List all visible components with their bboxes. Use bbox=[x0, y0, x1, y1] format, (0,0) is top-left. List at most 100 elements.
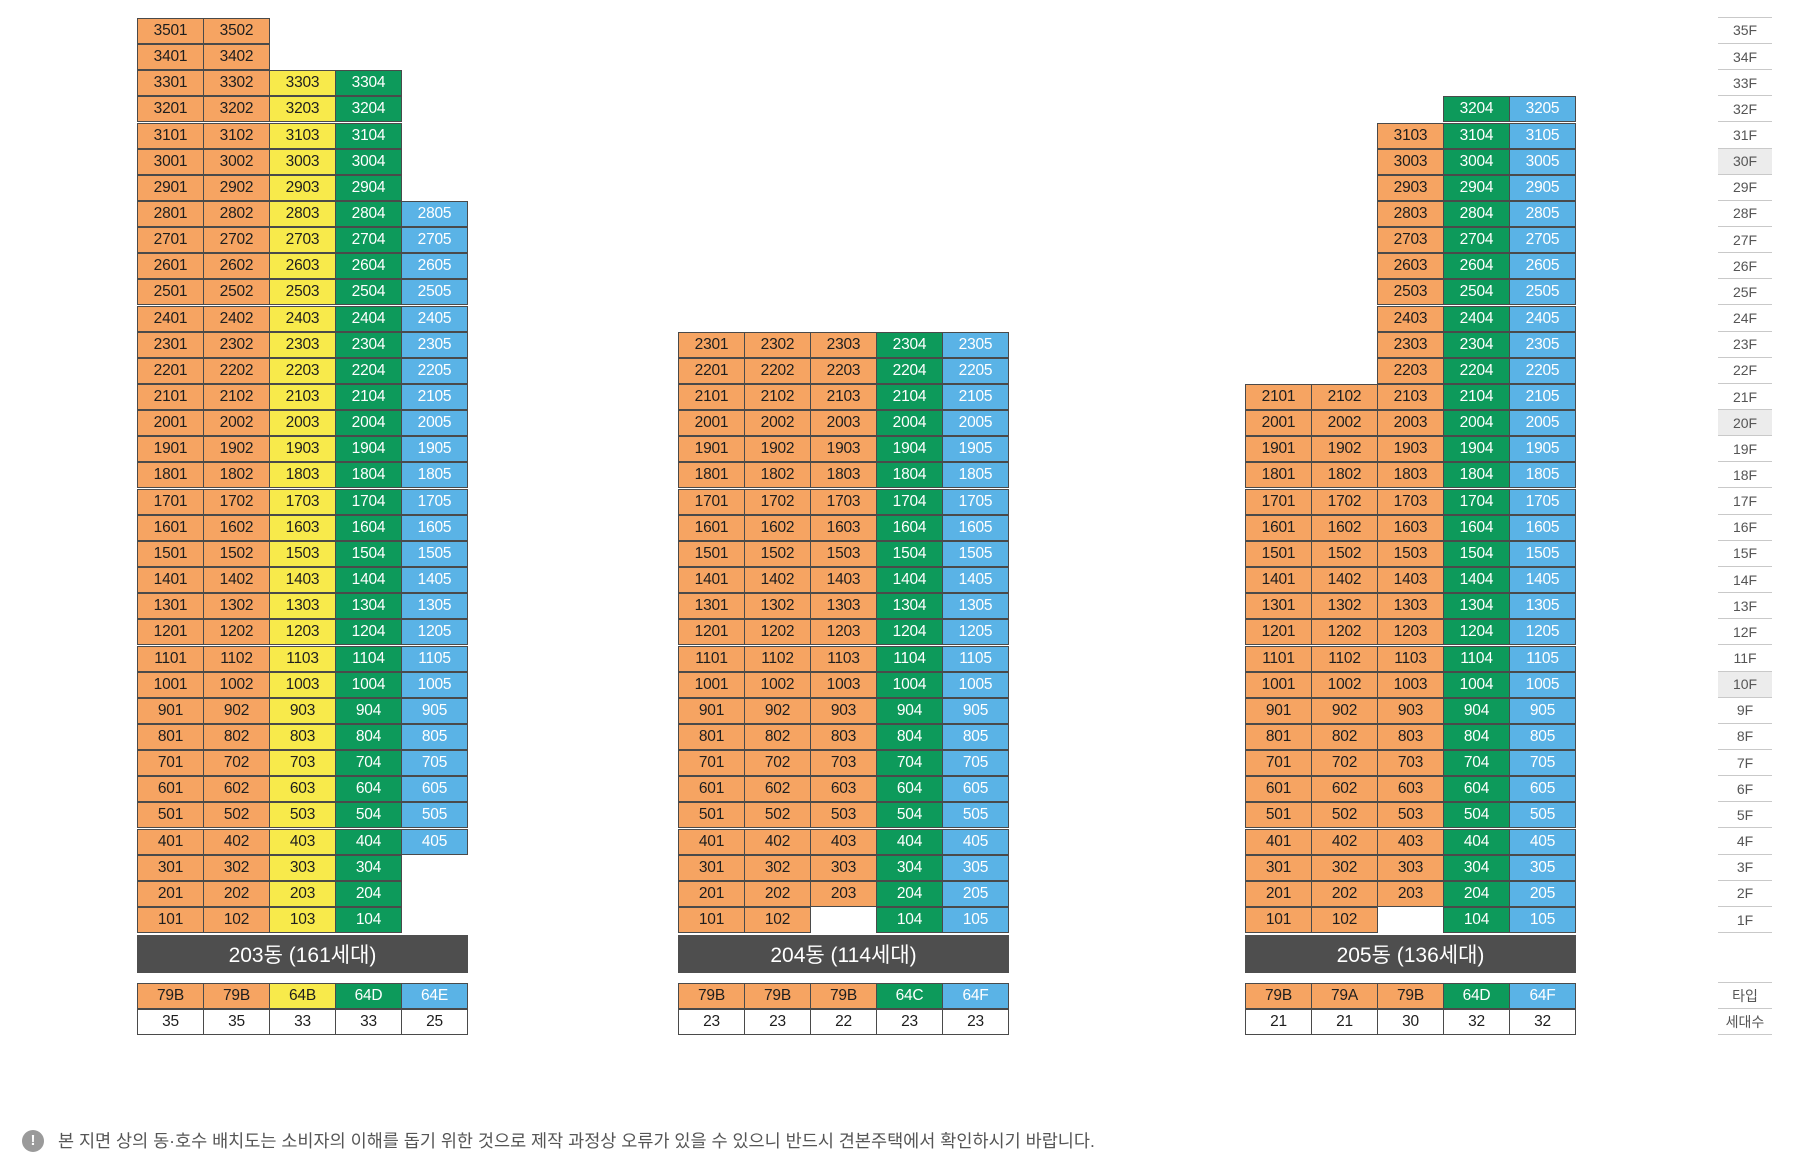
household-count-cell: 21 bbox=[1311, 1009, 1378, 1035]
unit-cell: 2102 bbox=[203, 384, 270, 410]
unit-cell: 2001 bbox=[1245, 410, 1312, 437]
floor-divider bbox=[1718, 592, 1772, 594]
unit-cell: 502 bbox=[203, 802, 270, 829]
unit-cell: 1901 bbox=[1245, 436, 1312, 463]
unit-cell: 1805 bbox=[942, 462, 1009, 489]
unit-cell: 403 bbox=[1377, 828, 1444, 855]
unit-cell: 1303 bbox=[1377, 593, 1444, 620]
unit-cell: 1005 bbox=[942, 671, 1009, 698]
unit-cell: 1705 bbox=[942, 488, 1009, 515]
unit-cell: 3303 bbox=[269, 70, 336, 97]
unit-cell: 1603 bbox=[810, 514, 877, 541]
unit-cell: 2004 bbox=[876, 410, 943, 437]
unit-cell: 301 bbox=[1245, 854, 1312, 881]
unit-cell: 1501 bbox=[678, 540, 745, 567]
unit-cell: 2003 bbox=[1377, 410, 1444, 437]
unit-cell: 201 bbox=[1245, 880, 1312, 907]
household-count-cell: 23 bbox=[876, 1009, 943, 1035]
unit-cell: 2305 bbox=[1509, 331, 1576, 358]
unit-cell: 504 bbox=[335, 802, 402, 829]
unit-cell: 1303 bbox=[269, 593, 336, 620]
unit-cell: 1103 bbox=[810, 645, 877, 672]
unit-cell: 2002 bbox=[1311, 410, 1378, 437]
household-count-cell: 25 bbox=[401, 1009, 468, 1035]
unit-cell: 1603 bbox=[269, 514, 336, 541]
unit-cell: 501 bbox=[1245, 802, 1312, 829]
unit-cell: 703 bbox=[269, 750, 336, 777]
unit-cell: 2402 bbox=[203, 305, 270, 332]
unit-cell: 903 bbox=[810, 697, 877, 724]
unit-cell: 901 bbox=[137, 697, 204, 724]
unit-cell: 1902 bbox=[203, 436, 270, 463]
unit-cell: 1304 bbox=[876, 593, 943, 620]
unit-cell: 1905 bbox=[401, 436, 468, 463]
household-count-cell: 22 bbox=[810, 1009, 877, 1035]
floor-label: 24F bbox=[1732, 310, 1758, 327]
unit-cell: 1102 bbox=[203, 645, 270, 672]
unit-cell: 305 bbox=[1509, 854, 1576, 881]
unit-cell: 104 bbox=[1443, 907, 1510, 933]
floor-label: 19F bbox=[1732, 440, 1758, 457]
type-cell: 64D bbox=[335, 983, 402, 1009]
unit-cell: 2202 bbox=[744, 357, 811, 384]
floor-label: 11F bbox=[1733, 650, 1757, 666]
unit-cell: 1305 bbox=[942, 593, 1009, 620]
unit-cell: 1803 bbox=[269, 462, 336, 489]
unit-cell: 2405 bbox=[1509, 305, 1576, 332]
unit-cell: 1701 bbox=[678, 488, 745, 515]
unit-cell: 1902 bbox=[1311, 436, 1378, 463]
unit-cell: 604 bbox=[1443, 776, 1510, 803]
unit-cell: 703 bbox=[810, 750, 877, 777]
unit-cell: 2304 bbox=[1443, 331, 1510, 358]
unit-cell: 2005 bbox=[942, 410, 1009, 437]
unit-cell: 801 bbox=[678, 723, 745, 750]
unit-cell: 2102 bbox=[1311, 384, 1378, 410]
unit-cell: 1204 bbox=[1443, 619, 1510, 646]
unit-cell: 3104 bbox=[335, 122, 402, 149]
floor-label: 17F bbox=[1732, 493, 1758, 510]
unit-cell: 1005 bbox=[1509, 671, 1576, 698]
unit-cell: 3105 bbox=[1509, 122, 1576, 149]
unit-cell: 803 bbox=[1377, 723, 1444, 750]
household-count-cell: 30 bbox=[1377, 1009, 1444, 1035]
unit-cell: 1404 bbox=[1443, 567, 1510, 594]
unit-cell: 1202 bbox=[203, 619, 270, 646]
unit-cell: 401 bbox=[678, 828, 745, 855]
unit-cell: 1605 bbox=[401, 514, 468, 541]
type-cell: 64C bbox=[876, 983, 943, 1009]
unit-cell: 1804 bbox=[876, 462, 943, 489]
floor-divider bbox=[1718, 435, 1772, 437]
unit-cell: 205 bbox=[1509, 880, 1576, 907]
legend-divider bbox=[1718, 1034, 1772, 1035]
household-count-cell: 33 bbox=[269, 1009, 336, 1035]
unit-cell: 2404 bbox=[335, 305, 402, 332]
unit-cell: 902 bbox=[203, 697, 270, 724]
floor-divider bbox=[1718, 121, 1772, 123]
unit-cell: 3204 bbox=[335, 96, 402, 123]
unit-cell: 2705 bbox=[401, 227, 468, 254]
floor-label: 21F bbox=[1732, 388, 1758, 405]
unit-cell: 1703 bbox=[269, 488, 336, 515]
unit-cell: 703 bbox=[1377, 750, 1444, 777]
unit-cell: 2605 bbox=[401, 253, 468, 280]
unit-cell: 104 bbox=[335, 907, 402, 933]
unit-cell: 1605 bbox=[1509, 514, 1576, 541]
unit-cell: 2001 bbox=[678, 410, 745, 437]
unit-cell: 1301 bbox=[678, 593, 745, 620]
unit-cell: 2805 bbox=[401, 200, 468, 227]
unit-cell: 2105 bbox=[942, 384, 1009, 410]
unit-cell: 1805 bbox=[401, 462, 468, 489]
unit-cell: 704 bbox=[876, 750, 943, 777]
unit-cell: 204 bbox=[335, 880, 402, 907]
unit-cell: 1604 bbox=[335, 514, 402, 541]
unit-cell: 704 bbox=[1443, 750, 1510, 777]
floor-divider bbox=[1718, 304, 1772, 306]
unit-cell: 504 bbox=[1443, 802, 1510, 829]
floor-divider bbox=[1718, 513, 1772, 515]
unit-cell: 101 bbox=[1245, 907, 1312, 933]
unit-cell: 2905 bbox=[1509, 174, 1576, 201]
unit-cell: 1402 bbox=[1311, 567, 1378, 594]
unit-cell: 505 bbox=[942, 802, 1009, 829]
unit-cell: 1905 bbox=[1509, 436, 1576, 463]
unit-cell: 2704 bbox=[335, 227, 402, 254]
